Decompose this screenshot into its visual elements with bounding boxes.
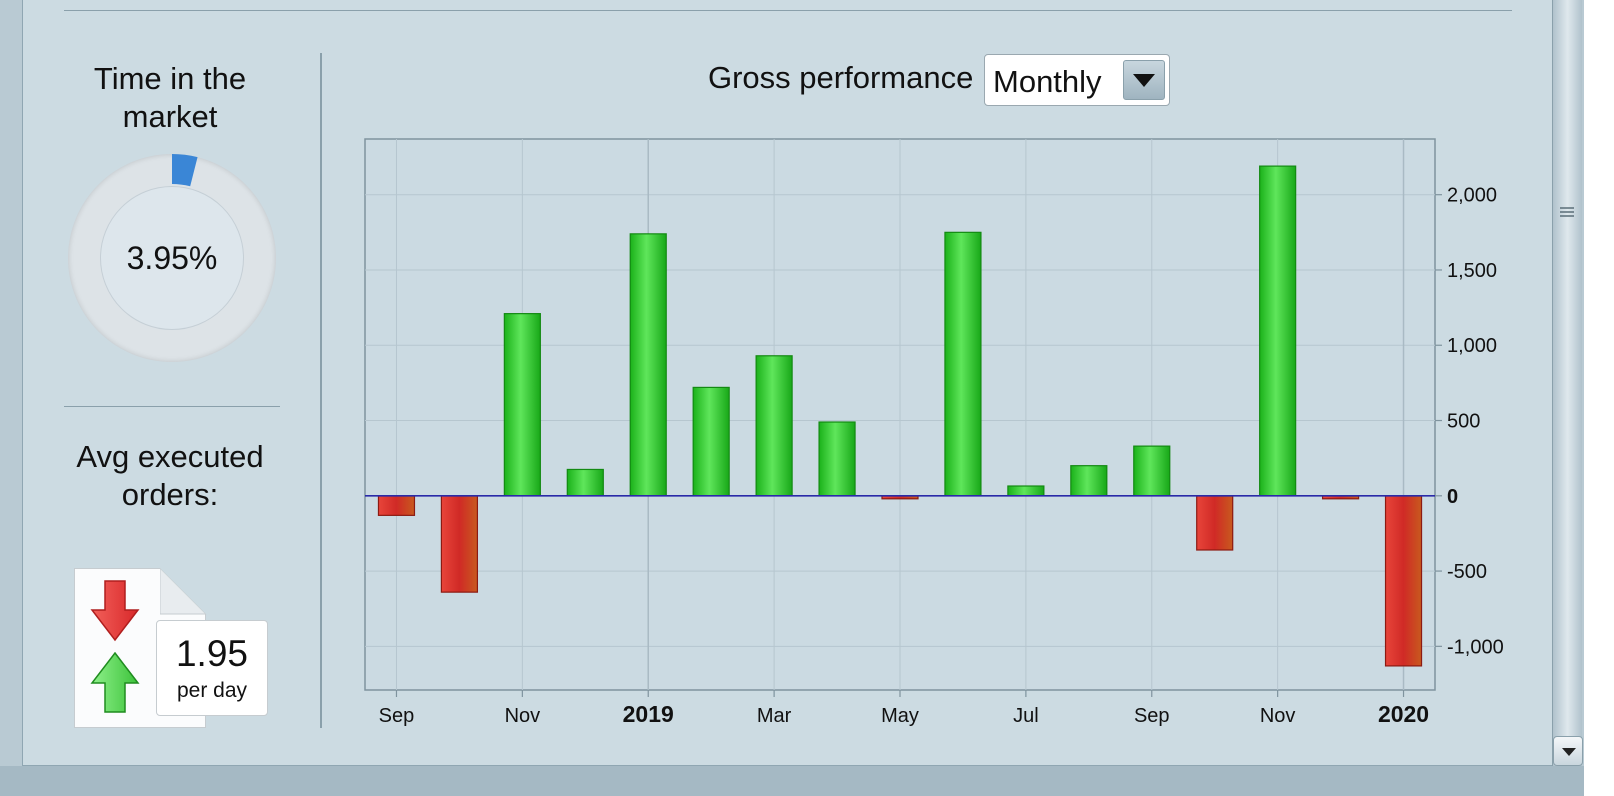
chevron-down-icon [1133, 74, 1155, 87]
section-divider [64, 406, 280, 407]
period-select[interactable]: Monthly [984, 54, 1170, 106]
bottom-edge [0, 766, 1584, 796]
period-select-value: Monthly [993, 64, 1102, 99]
time-in-market-title: Time in the market [93, 61, 247, 134]
chevron-down-icon [1562, 748, 1576, 756]
up-arrow-icon [90, 652, 140, 713]
page-fold-icon [160, 568, 208, 616]
scroll-grip-icon[interactable] [1560, 207, 1574, 219]
orders-value: 1.95 [175, 633, 248, 674]
column-divider [320, 53, 322, 728]
avg-orders-label: Avg executed orders: [76, 439, 264, 512]
time-in-market-arc [171, 154, 198, 187]
scroll-down-button[interactable] [1553, 736, 1583, 766]
window-edge [1584, 0, 1614, 796]
chart-title: Gross performance [708, 60, 974, 95]
vertical-scrollbar[interactable] [1552, 0, 1582, 766]
period-select-toggle[interactable] [1123, 60, 1165, 100]
time-in-market-donut: 3.95% [68, 154, 276, 362]
down-arrow-icon [90, 580, 140, 642]
orders-unit: per day [176, 679, 248, 702]
time-in-market-value: 3.95% [100, 186, 244, 330]
orders-per-day-box: 1.95 per day [156, 620, 268, 716]
top-divider [64, 10, 1512, 11]
